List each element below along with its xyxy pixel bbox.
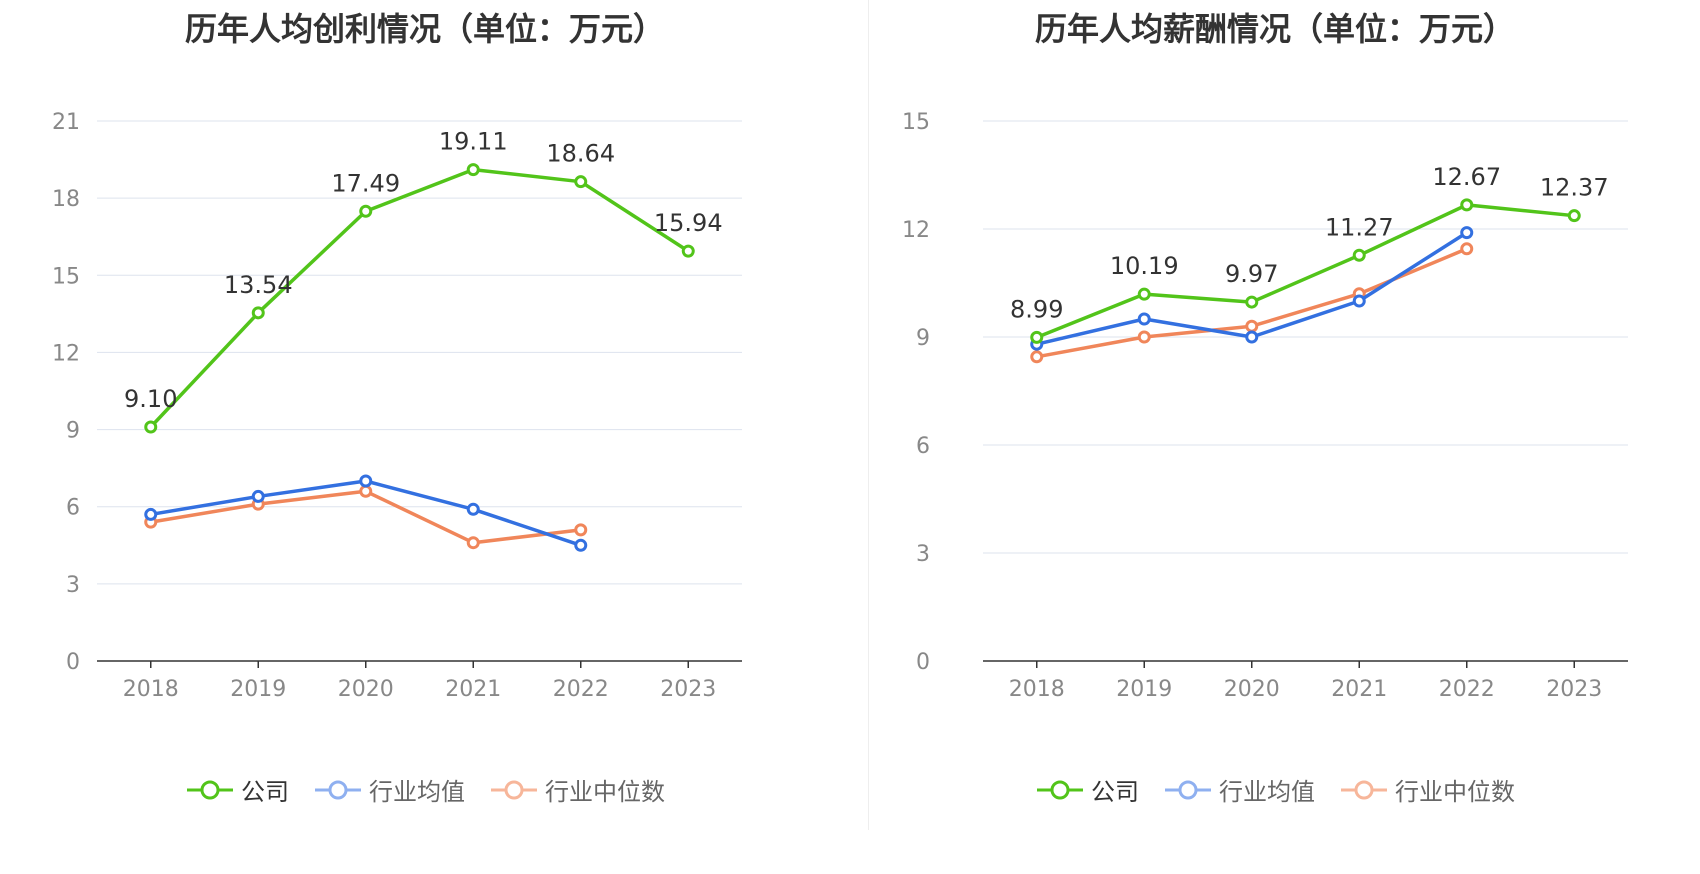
x-tick-label: 2021 <box>445 677 501 702</box>
data-point <box>1352 294 1366 308</box>
data-label: 19.11 <box>439 128 508 156</box>
legend-line-icon <box>315 780 361 799</box>
data-point <box>1567 209 1581 223</box>
profit-per-capita-panel: 历年人均创利情况（单位：万元） 0 3 6 9 12 15 18 21 2018 2019 2020… <box>0 10 850 807</box>
x-tick-label: 2018 <box>1009 677 1065 702</box>
legend-item-industry-median[interactable]: 行业中位数 <box>1339 772 1515 807</box>
x-tick-label: 2019 <box>230 677 286 702</box>
data-label: 13.54 <box>224 271 293 299</box>
data-point <box>574 175 588 189</box>
data-point <box>466 536 480 550</box>
data-point <box>681 244 695 258</box>
x-tick-label: 2020 <box>338 677 394 702</box>
x-tick-label: 2023 <box>660 677 716 702</box>
data-label: 9.10 <box>124 385 177 413</box>
y-tick-label: 15 <box>902 110 930 135</box>
legend-line-icon <box>491 780 537 799</box>
legend-label: 公司 <box>241 778 289 806</box>
legend-label: 公司 <box>1091 778 1139 806</box>
data-point <box>1352 248 1366 262</box>
x-tick-label: 2022 <box>1439 677 1495 702</box>
legend-line-icon <box>1037 780 1083 799</box>
data-point <box>466 163 480 177</box>
series-line <box>150 489 581 545</box>
chart-title: 历年人均创利情况（单位：万元） <box>184 10 665 48</box>
salary-per-capita-panel: 历年人均薪酬情况（单位：万元） 0 3 6 9 12 15 2018 2019 2020 2021… <box>850 0 1700 874</box>
x-tick-label: 2018 <box>123 677 179 702</box>
legend-item-company[interactable]: 公司 <box>1035 772 1139 807</box>
data-label: 12.37 <box>1540 174 1609 202</box>
legend-item-industry-median[interactable]: 行业中位数 <box>489 772 665 807</box>
data-point <box>359 474 373 488</box>
data-point <box>1460 226 1474 240</box>
y-tick-label: 12 <box>52 341 80 366</box>
legend-item-industry-avg[interactable]: 行业均值 <box>1163 772 1315 807</box>
legend-label: 行业均值 <box>369 778 465 806</box>
data-point <box>1137 330 1151 344</box>
data-point <box>144 420 158 434</box>
y-tick-label: 18 <box>52 187 80 212</box>
data-label: 9.97 <box>1225 260 1278 288</box>
y-tick-label: 21 <box>52 110 80 135</box>
data-point <box>1137 312 1151 326</box>
series-line <box>1036 203 1575 339</box>
legend-label: 行业均值 <box>1219 778 1315 806</box>
data-point <box>1030 350 1044 364</box>
salary-line-chart: 0 3 6 9 12 15 2018 2019 2020 2021 2022 2023 8.99 10.1… <box>902 110 1628 702</box>
data-point <box>466 502 480 516</box>
data-point <box>1460 242 1474 256</box>
data-point <box>359 204 373 218</box>
data-label: 18.64 <box>546 140 615 168</box>
data-label: 8.99 <box>1010 295 1063 323</box>
data-label: 17.49 <box>331 169 400 197</box>
y-tick-label: 15 <box>52 264 80 289</box>
data-point <box>1460 198 1474 212</box>
x-tick-label: 2022 <box>553 677 609 702</box>
data-label: 12.67 <box>1432 163 1501 191</box>
y-tick-label: 12 <box>902 218 930 243</box>
data-label: 11.27 <box>1325 213 1394 241</box>
data-label: 15.94 <box>654 209 723 237</box>
legend-item-industry-avg[interactable]: 行业均值 <box>313 772 465 807</box>
data-point <box>574 523 588 537</box>
chart-legend: 公司 行业均值 行业中位数 <box>0 772 850 807</box>
y-tick-label: 0 <box>66 650 80 675</box>
y-tick-label: 6 <box>66 496 80 521</box>
series-line <box>149 167 690 429</box>
y-tick-label: 9 <box>916 326 930 351</box>
legend-line-icon <box>187 780 233 799</box>
legend-item-company[interactable]: 公司 <box>185 772 289 807</box>
data-point <box>251 306 265 320</box>
data-point <box>1137 287 1151 301</box>
x-tick-label: 2020 <box>1224 677 1280 702</box>
legend-label: 行业中位数 <box>1395 778 1515 806</box>
chart-title: 历年人均薪酬情况（单位：万元） <box>1034 10 1515 48</box>
data-point <box>1245 319 1259 333</box>
data-label: 10.19 <box>1110 252 1179 280</box>
data-point <box>574 538 588 552</box>
y-tick-label: 0 <box>916 650 930 675</box>
data-point <box>1030 330 1044 344</box>
y-tick-label: 3 <box>916 542 930 567</box>
profit-line-chart: 0 3 6 9 12 15 18 21 2018 2019 2020 2021 2022 2023 9.10… <box>52 110 742 702</box>
legend-line-icon <box>1165 780 1211 799</box>
x-tick-label: 2023 <box>1546 677 1602 702</box>
panel-divider <box>868 0 869 830</box>
data-point <box>1245 330 1259 344</box>
legend-line-icon <box>1341 780 1387 799</box>
chart-legend: 公司 行业均值 行业中位数 <box>850 772 1700 807</box>
data-point <box>251 489 265 503</box>
x-tick-label: 2021 <box>1331 677 1387 702</box>
data-point <box>1245 295 1259 309</box>
y-tick-label: 9 <box>66 419 80 444</box>
data-point <box>144 507 158 521</box>
x-tick-label: 2019 <box>1116 677 1172 702</box>
y-tick-label: 6 <box>916 434 930 459</box>
legend-label: 行业中位数 <box>545 778 665 806</box>
data-point <box>359 484 373 498</box>
y-tick-label: 3 <box>66 573 80 598</box>
